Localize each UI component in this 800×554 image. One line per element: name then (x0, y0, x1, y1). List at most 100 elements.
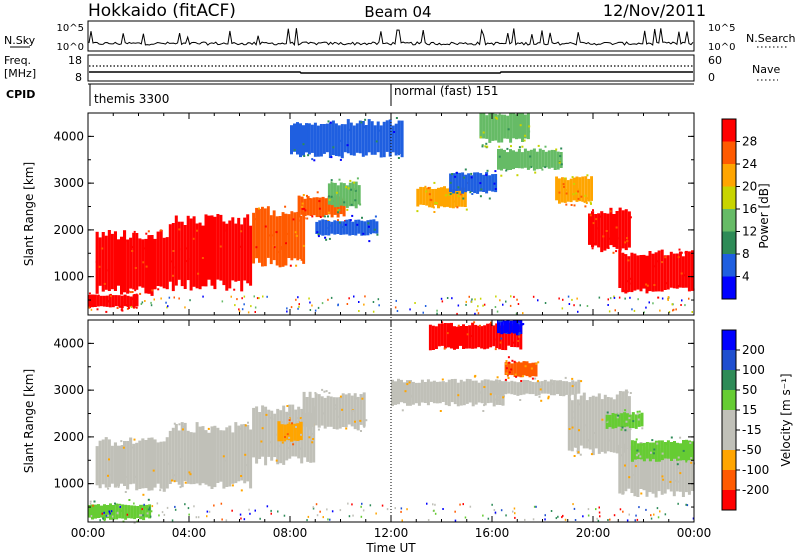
data-cell (480, 326, 484, 349)
data-speckle (232, 265, 234, 268)
ground-scatter (270, 509, 272, 512)
data-speckle (524, 365, 527, 368)
ground-scatter (206, 515, 208, 518)
data-cell (391, 125, 395, 153)
data-speckle (522, 375, 525, 378)
data-speckle (355, 397, 358, 400)
data-cell (617, 412, 621, 427)
data-speckle (134, 289, 137, 292)
ground-scatter (254, 306, 257, 309)
data-cell (336, 221, 340, 234)
data-cell (435, 381, 439, 404)
ground-scatter (494, 306, 497, 308)
data-cell (486, 379, 490, 404)
ground-scatter (317, 306, 320, 309)
data-cell (150, 235, 154, 296)
data-speckle (517, 326, 520, 329)
data-speckle (541, 168, 544, 171)
data-cell (473, 172, 477, 194)
data-cell (375, 221, 379, 234)
data-speckle (367, 225, 370, 228)
data-speckle (553, 386, 556, 389)
data-cell (102, 295, 106, 307)
ground-scatter (394, 507, 396, 510)
data-cell (117, 295, 121, 307)
data-speckle (281, 441, 284, 444)
data-cell (293, 423, 297, 441)
ground-scatter (562, 298, 564, 301)
data-speckle (518, 333, 521, 336)
data-cell (509, 320, 513, 333)
ground-scatter (667, 299, 669, 301)
ground-scatter (375, 512, 377, 515)
ground-scatter (446, 297, 449, 299)
data-cell (519, 320, 523, 334)
data-speckle (129, 291, 132, 294)
data-speckle (580, 412, 582, 415)
ground-scatter (433, 509, 435, 512)
data-cell (603, 394, 607, 454)
ground-scatter (614, 309, 616, 312)
data-cell (357, 219, 361, 234)
data-cell (210, 215, 214, 286)
data-cell (308, 391, 312, 429)
data-speckle (572, 193, 575, 196)
ground-scatter (598, 296, 601, 299)
ground-scatter (283, 514, 286, 517)
data-cell (237, 425, 241, 482)
data-speckle (275, 231, 278, 234)
ground-scatter (266, 505, 269, 508)
data-speckle (350, 203, 353, 206)
data-cell (591, 211, 595, 248)
data-speckle (223, 229, 226, 232)
data-speckle (464, 168, 467, 171)
data-speckle (277, 251, 280, 254)
data-cell (464, 174, 468, 193)
data-speckle (365, 419, 368, 422)
beam-title: Beam 04 (364, 3, 431, 21)
data-speckle (130, 446, 133, 449)
data-cell (300, 196, 304, 215)
ground-scatter (141, 301, 144, 304)
ground-scatter (119, 505, 121, 508)
data-speckle (653, 265, 656, 268)
data-speckle (359, 203, 362, 206)
data-speckle (107, 269, 110, 272)
data-speckle (511, 359, 514, 362)
data-speckle (469, 191, 472, 194)
ground-scatter (239, 513, 242, 516)
ground-scatter (92, 504, 94, 507)
data-speckle (330, 156, 333, 159)
data-speckle (335, 191, 338, 194)
y-tick-label: 3000 (53, 176, 84, 190)
colorbar-tick-label: 16 (742, 202, 757, 216)
data-cell (107, 230, 111, 291)
data-speckle (172, 250, 175, 252)
ground-scatter (459, 503, 461, 506)
data-speckle (506, 147, 509, 150)
ground-scatter (189, 299, 191, 302)
data-cell (275, 216, 279, 266)
data-cell (522, 379, 526, 395)
data-speckle (88, 306, 91, 309)
data-speckle (247, 421, 249, 424)
ground-scatter (496, 310, 499, 313)
data-cell (361, 121, 365, 157)
data-speckle (127, 307, 130, 309)
data-speckle (634, 465, 637, 468)
data-speckle (606, 411, 609, 414)
data-cell (672, 253, 676, 289)
ground-scatter (624, 297, 626, 300)
data-cell (565, 381, 569, 395)
data-cell (330, 196, 334, 218)
data-cell (171, 223, 175, 292)
data-cell (446, 188, 449, 207)
data-speckle (632, 420, 635, 423)
colorbar-tick-label: 100 (742, 363, 765, 377)
ground-scatter (574, 519, 577, 521)
data-speckle (624, 429, 627, 432)
data-speckle (463, 176, 466, 179)
data-speckle (295, 264, 298, 267)
data-cell (266, 206, 270, 258)
data-cell (138, 440, 142, 489)
